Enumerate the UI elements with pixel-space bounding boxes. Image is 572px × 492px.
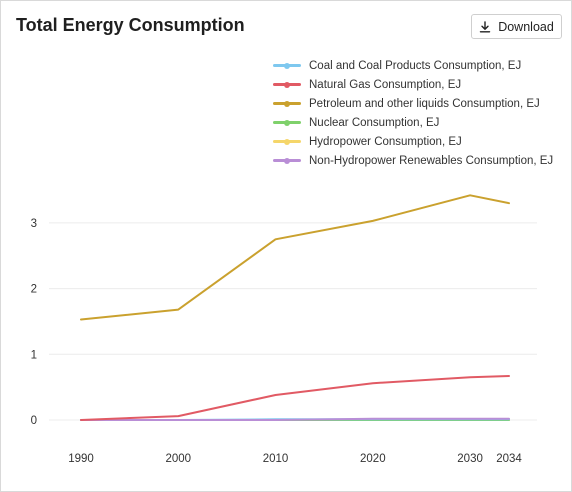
legend-label: Nuclear Consumption, EJ	[309, 116, 440, 129]
legend-item-nuclear[interactable]: Nuclear Consumption, EJ	[273, 113, 553, 132]
series-lines	[80, 194, 510, 421]
series-line-1[interactable]	[80, 375, 510, 421]
legend-swatch	[273, 81, 301, 88]
download-button[interactable]: Download	[471, 14, 562, 39]
y-axis-ticks: 0 1 2 3	[31, 218, 37, 427]
download-icon	[480, 20, 491, 32]
legend-item-coal[interactable]: Coal and Coal Products Consumption, EJ	[273, 56, 553, 75]
legend-swatch	[273, 119, 301, 126]
legend-label: Natural Gas Consumption, EJ	[309, 78, 462, 91]
chart-legend: Coal and Coal Products Consumption, EJ N…	[273, 56, 553, 170]
series-line-5[interactable]	[80, 417, 510, 421]
x-tick-label: 2010	[263, 453, 289, 465]
grid-lines	[49, 222, 537, 421]
legend-label: Coal and Coal Products Consumption, EJ	[309, 59, 522, 72]
x-tick-label: 1990	[68, 453, 94, 465]
legend-swatch	[273, 62, 301, 69]
legend-item-renewables[interactable]: Non-Hydropower Renewables Consumption, E…	[273, 151, 553, 170]
download-label: Download	[498, 19, 554, 34]
x-tick-label: 2020	[360, 453, 386, 465]
legend-swatch	[273, 138, 301, 145]
legend-label: Petroleum and other liquids Consumption,…	[309, 97, 540, 110]
x-axis-ticks: 1990 2000 2010 2020 2030 2034	[68, 453, 522, 465]
legend-item-hydropower[interactable]: Hydropower Consumption, EJ	[273, 132, 553, 151]
legend-label: Hydropower Consumption, EJ	[309, 135, 462, 148]
legend-swatch	[273, 100, 301, 107]
x-tick-label: 2000	[165, 453, 191, 465]
y-tick-label: 1	[31, 349, 37, 361]
y-tick-label: 2	[31, 284, 37, 296]
legend-item-natural-gas[interactable]: Natural Gas Consumption, EJ	[273, 75, 553, 94]
x-tick-label: 2034	[496, 453, 522, 465]
legend-item-petroleum[interactable]: Petroleum and other liquids Consumption,…	[273, 94, 553, 113]
legend-swatch	[273, 157, 301, 164]
x-tick-label: 2030	[457, 453, 483, 465]
series-line-2[interactable]	[80, 194, 510, 321]
y-tick-label: 3	[31, 218, 37, 230]
legend-label: Non-Hydropower Renewables Consumption, E…	[309, 154, 554, 167]
page-title: Total Energy Consumption	[16, 15, 245, 35]
y-tick-label: 0	[31, 415, 37, 427]
